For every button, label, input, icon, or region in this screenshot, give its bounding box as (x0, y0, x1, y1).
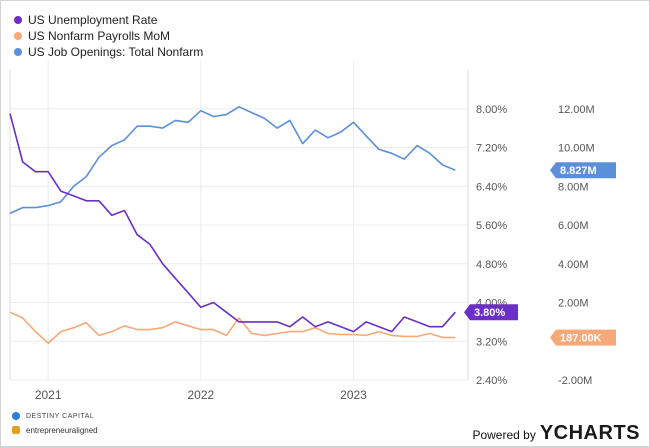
right-tick-label-0: 12.00M (558, 104, 595, 116)
entrepreneur-aligned-logo: entrepreneuraligned (12, 423, 132, 437)
end-tag-shape (464, 304, 518, 321)
legend-marker (14, 32, 22, 40)
powered-by-text: Powered by (472, 428, 536, 442)
left-tick-label-3: 5.60% (476, 220, 507, 232)
legend-label: US Job Openings: Total Nonfarm (28, 45, 204, 59)
end-tag-shape (550, 329, 616, 346)
series-lines (9, 106, 456, 345)
right-tick-label-7: -2.00M (558, 375, 592, 387)
legend-item-job-openings[interactable]: US Job Openings: Total Nonfarm (14, 44, 203, 60)
series-line-us-nonfarm-payrolls-mom[interactable] (9, 311, 456, 345)
destiny-logo-icon (12, 412, 20, 420)
left-tick-label-4: 4.80% (476, 259, 507, 271)
gridlines (9, 60, 469, 381)
end-tag-label: 3.80% (474, 307, 505, 319)
sponsor-logos: DESTINY CAPITAL entrepreneuraligned (12, 409, 132, 439)
destiny-logo-text: DESTINY CAPITAL (26, 412, 95, 420)
x-tick-label-2: 2023 (340, 388, 367, 402)
end-tag-label: 187.00K (560, 333, 602, 345)
end-tag-us-nonfarm-payrolls-mom: 187.00K (550, 329, 616, 346)
end-tag-label: 8.827M (560, 165, 597, 177)
legend-label: US Nonfarm Payrolls MoM (28, 29, 171, 43)
x-tick-label-1: 2022 (187, 388, 214, 402)
x-tick-label-0: 2021 (35, 388, 62, 402)
right-tick-label-1: 10.00M (558, 143, 595, 155)
right-tick-label-3: 6.00M (558, 220, 589, 232)
end-tag-shape (550, 162, 616, 179)
legend: US Unemployment Rate US Nonfarm Payrolls… (14, 12, 203, 60)
end-tag-us-job-openings-total-nonfarm: 8.827M (550, 162, 616, 179)
legend-marker (14, 16, 22, 24)
ycharts-logo: YCHARTS (539, 422, 640, 444)
entrepreneur-logo-icon (12, 426, 20, 434)
left-tick-label-6: 3.20% (476, 336, 507, 348)
destiny-capital-logo: DESTINY CAPITAL (12, 409, 132, 423)
end-tag-us-unemployment-rate: 3.80% (464, 304, 518, 321)
left-axis-labels: 8.00%7.20%6.40%5.60%4.80%4.00%3.20%2.40% (476, 104, 507, 387)
right-tick-label-5: 2.00M (558, 298, 589, 310)
left-tick-label-2: 6.40% (476, 181, 507, 193)
left-tick-label-7: 2.40% (476, 375, 507, 387)
left-tick-label-0: 8.00% (476, 104, 507, 116)
legend-item-payrolls[interactable]: US Nonfarm Payrolls MoM (14, 28, 203, 44)
legend-label: US Unemployment Rate (28, 13, 158, 27)
powered-by-ycharts[interactable]: Powered by YCHARTS (472, 422, 640, 445)
right-tick-label-4: 4.00M (558, 259, 589, 271)
series-line-us-job-openings-total-nonfarm[interactable] (9, 106, 456, 215)
legend-marker (14, 48, 22, 56)
end-value-tags: 187.00K 8.827M 3.80% (464, 162, 616, 346)
entrepreneur-logo-text: entrepreneuraligned (26, 425, 98, 435)
right-tick-label-2: 8.00M (558, 181, 589, 193)
left-tick-label-1: 7.20% (476, 143, 507, 155)
legend-item-unemployment[interactable]: US Unemployment Rate (14, 12, 203, 28)
series-line-us-unemployment-rate[interactable] (9, 113, 456, 333)
x-axis-labels: 2021 2022 2023 (35, 388, 367, 402)
